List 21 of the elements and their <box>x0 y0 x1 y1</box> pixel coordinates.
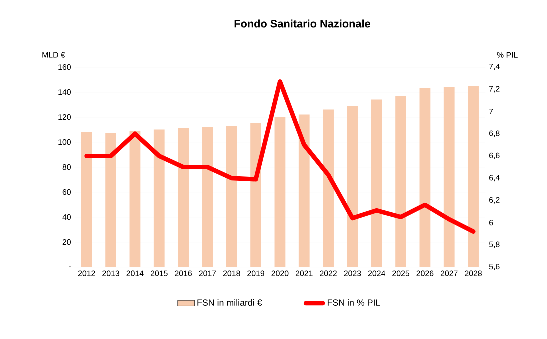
legend-label: FSN in miliardi € <box>198 300 262 306</box>
bar <box>178 128 189 268</box>
bar <box>323 110 334 268</box>
legend-label: FSN in % PIL <box>328 300 380 306</box>
bar <box>130 131 141 268</box>
bar <box>81 132 92 268</box>
bar <box>106 134 116 268</box>
bar <box>347 106 358 268</box>
bar <box>396 96 406 268</box>
bar <box>444 88 455 268</box>
bar <box>371 100 382 268</box>
bar <box>202 128 214 268</box>
bar <box>274 118 286 268</box>
chart-title: Fondo Sanitario Nazionale <box>234 20 370 28</box>
bar <box>226 126 238 268</box>
line-series <box>84 80 476 234</box>
bar <box>154 130 165 268</box>
bar <box>420 88 431 268</box>
bar <box>250 124 262 268</box>
bar <box>298 115 310 268</box>
bar <box>468 86 479 268</box>
